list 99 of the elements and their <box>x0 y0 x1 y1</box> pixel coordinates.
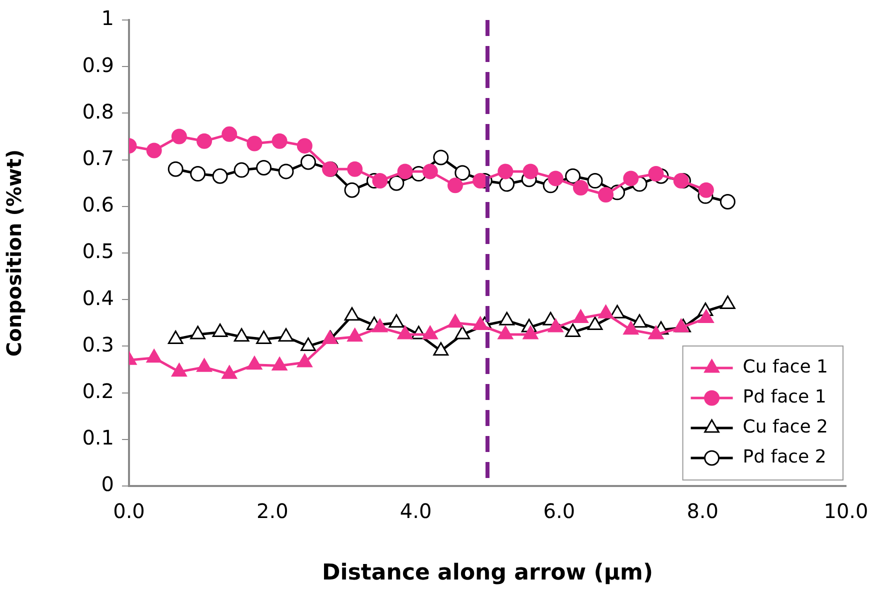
point <box>300 154 316 170</box>
x-tick-label: 0.0 <box>113 499 145 524</box>
point <box>433 150 449 166</box>
point <box>548 318 564 332</box>
point <box>565 323 580 337</box>
point <box>572 180 588 196</box>
point <box>212 168 228 184</box>
point <box>171 128 187 144</box>
point <box>234 328 250 342</box>
point <box>522 326 538 340</box>
x-axis-title: Distance along arrow (μm) <box>322 560 653 586</box>
point <box>300 337 316 351</box>
point <box>598 304 614 318</box>
point <box>433 342 449 356</box>
y-tick-label: 0.8 <box>82 99 114 124</box>
point <box>168 330 184 344</box>
point <box>673 173 689 189</box>
point <box>587 173 603 189</box>
point <box>472 173 488 189</box>
point <box>587 316 603 330</box>
point <box>648 166 664 182</box>
y-axis-title: Conposition (%wt) <box>2 149 26 357</box>
point <box>720 296 736 310</box>
point <box>190 326 206 340</box>
point <box>172 363 187 377</box>
point <box>648 326 664 340</box>
point <box>272 133 288 149</box>
point <box>698 309 714 323</box>
x-tick-label: 2.0 <box>256 499 288 524</box>
x-tick-label: 6.0 <box>543 499 576 524</box>
y-tick-label: 1 <box>101 6 114 30</box>
point <box>278 164 294 180</box>
y-tick-label: 0.1 <box>82 426 114 450</box>
point <box>573 309 588 323</box>
point <box>448 314 463 328</box>
y-tick-label: 0.4 <box>82 286 114 310</box>
point <box>454 326 470 340</box>
point <box>447 178 463 194</box>
y-tick-label: 0.2 <box>82 379 114 404</box>
point <box>296 138 312 154</box>
point <box>397 326 413 340</box>
point <box>499 176 515 192</box>
point <box>422 326 438 340</box>
point <box>422 164 438 180</box>
point <box>548 170 564 186</box>
legend-label: Pd face 2 <box>742 446 826 468</box>
y-tick-label: 0.7 <box>82 146 114 170</box>
point <box>388 175 404 191</box>
point <box>347 161 363 177</box>
point <box>168 161 184 177</box>
y-tick-label: 0.5 <box>82 239 114 264</box>
point <box>372 318 388 332</box>
point <box>347 328 363 342</box>
point <box>196 358 212 372</box>
point <box>146 142 162 158</box>
x-tick-label: 10.0 <box>824 499 868 524</box>
legend-label: Pd face 1 <box>742 386 826 408</box>
point <box>234 162 250 178</box>
point <box>246 136 262 152</box>
point <box>190 166 206 182</box>
point <box>499 312 515 326</box>
y-tick-label: 0 <box>101 472 114 496</box>
y-tick-label: 0.3 <box>82 332 114 356</box>
point <box>673 318 689 332</box>
x-tick-label: 8.0 <box>686 499 719 524</box>
point <box>222 365 238 379</box>
point <box>472 316 488 330</box>
point <box>372 173 388 189</box>
point <box>278 328 294 342</box>
point <box>632 314 648 328</box>
point <box>610 304 625 318</box>
point <box>598 187 614 202</box>
point <box>397 164 413 180</box>
y-tick-label: 0.9 <box>82 52 114 77</box>
point <box>272 357 288 371</box>
legend-label: Cu face 2 <box>742 416 828 438</box>
point <box>296 354 312 368</box>
point <box>344 182 360 198</box>
point <box>246 356 262 370</box>
point <box>454 165 470 181</box>
point <box>498 326 514 340</box>
legend-label: Cu face 1 <box>742 356 828 378</box>
point <box>256 330 272 344</box>
point <box>623 321 639 335</box>
point <box>222 126 238 142</box>
x-tick-label: 4.0 <box>400 499 432 524</box>
point <box>623 170 639 186</box>
point <box>565 168 581 184</box>
point <box>212 323 228 337</box>
point <box>522 164 538 180</box>
point <box>498 164 514 180</box>
point <box>720 194 736 210</box>
point <box>698 182 714 198</box>
y-tick-label: 0.6 <box>82 192 114 217</box>
point <box>344 307 360 321</box>
point <box>256 160 272 176</box>
point <box>196 133 212 149</box>
point <box>146 349 162 363</box>
point <box>388 314 404 328</box>
